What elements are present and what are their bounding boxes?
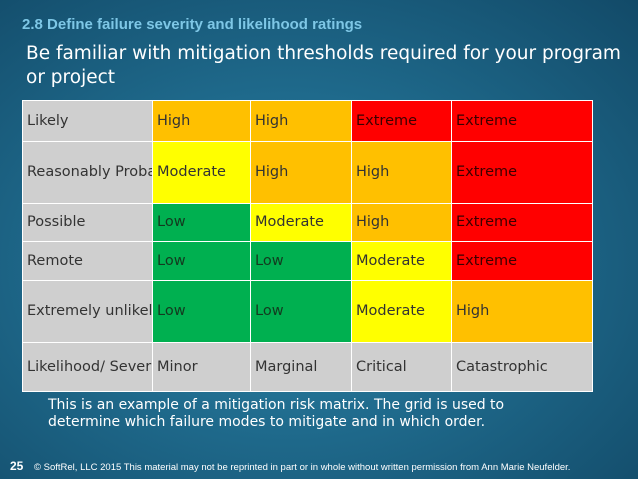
copyright-notice: © SoftRel, LLC 2015 This material may no… <box>34 462 571 473</box>
risk-cell: Moderate <box>152 141 251 204</box>
risk-cell: High <box>451 280 593 343</box>
likelihood-label: Reasonably Probable <box>22 141 153 204</box>
risk-cell: Moderate <box>351 280 452 343</box>
risk-cell: High <box>250 100 352 142</box>
matrix-severity-row: Likelihood/ Severity Minor Marginal Crit… <box>22 342 593 392</box>
risk-cell: Low <box>152 203 251 242</box>
risk-cell: High <box>250 141 352 204</box>
severity-label: Minor <box>152 342 251 392</box>
page-number: 25 <box>10 459 24 473</box>
matrix-row-likely: Likely High High Extreme Extreme <box>22 100 593 142</box>
risk-cell: Moderate <box>250 203 352 242</box>
matrix-description: This is an example of a mitigation risk … <box>48 397 505 430</box>
matrix-row-reasonably-probable: Reasonably Probable Moderate High High E… <box>22 141 593 204</box>
likelihood-label: Remote <box>22 241 153 281</box>
severity-label: Marginal <box>250 342 352 392</box>
severity-label: Catastrophic <box>451 342 593 392</box>
risk-cell: High <box>351 203 452 242</box>
risk-cell: Low <box>250 241 352 281</box>
risk-cell: High <box>351 141 452 204</box>
risk-cell: Moderate <box>351 241 452 281</box>
risk-cell: Low <box>152 241 251 281</box>
likelihood-label: Possible <box>22 203 153 242</box>
risk-cell: Extreme <box>451 241 593 281</box>
risk-cell: Extreme <box>451 141 593 204</box>
risk-cell: Extreme <box>451 203 593 242</box>
risk-cell: Extreme <box>451 100 593 142</box>
risk-matrix: Likely High High Extreme Extreme Reasona… <box>22 100 593 392</box>
axis-label: Likelihood/ Severity <box>22 342 153 392</box>
matrix-row-extremely-unlikely: Extremely unlikely Low Low Moderate High <box>22 280 593 343</box>
matrix-row-remote: Remote Low Low Moderate Extreme <box>22 241 593 281</box>
risk-cell: Low <box>250 280 352 343</box>
matrix-row-possible: Possible Low Moderate High Extreme <box>22 203 593 242</box>
section-title: 2.8 Define failure severity and likeliho… <box>22 16 363 33</box>
risk-cell: Low <box>152 280 251 343</box>
likelihood-label: Likely <box>22 100 153 142</box>
severity-label: Critical <box>351 342 452 392</box>
slide-title: Be familiar with mitigation thresholds r… <box>26 43 621 88</box>
likelihood-label: Extremely unlikely <box>22 280 153 343</box>
risk-cell: Extreme <box>351 100 452 142</box>
risk-cell: High <box>152 100 251 142</box>
